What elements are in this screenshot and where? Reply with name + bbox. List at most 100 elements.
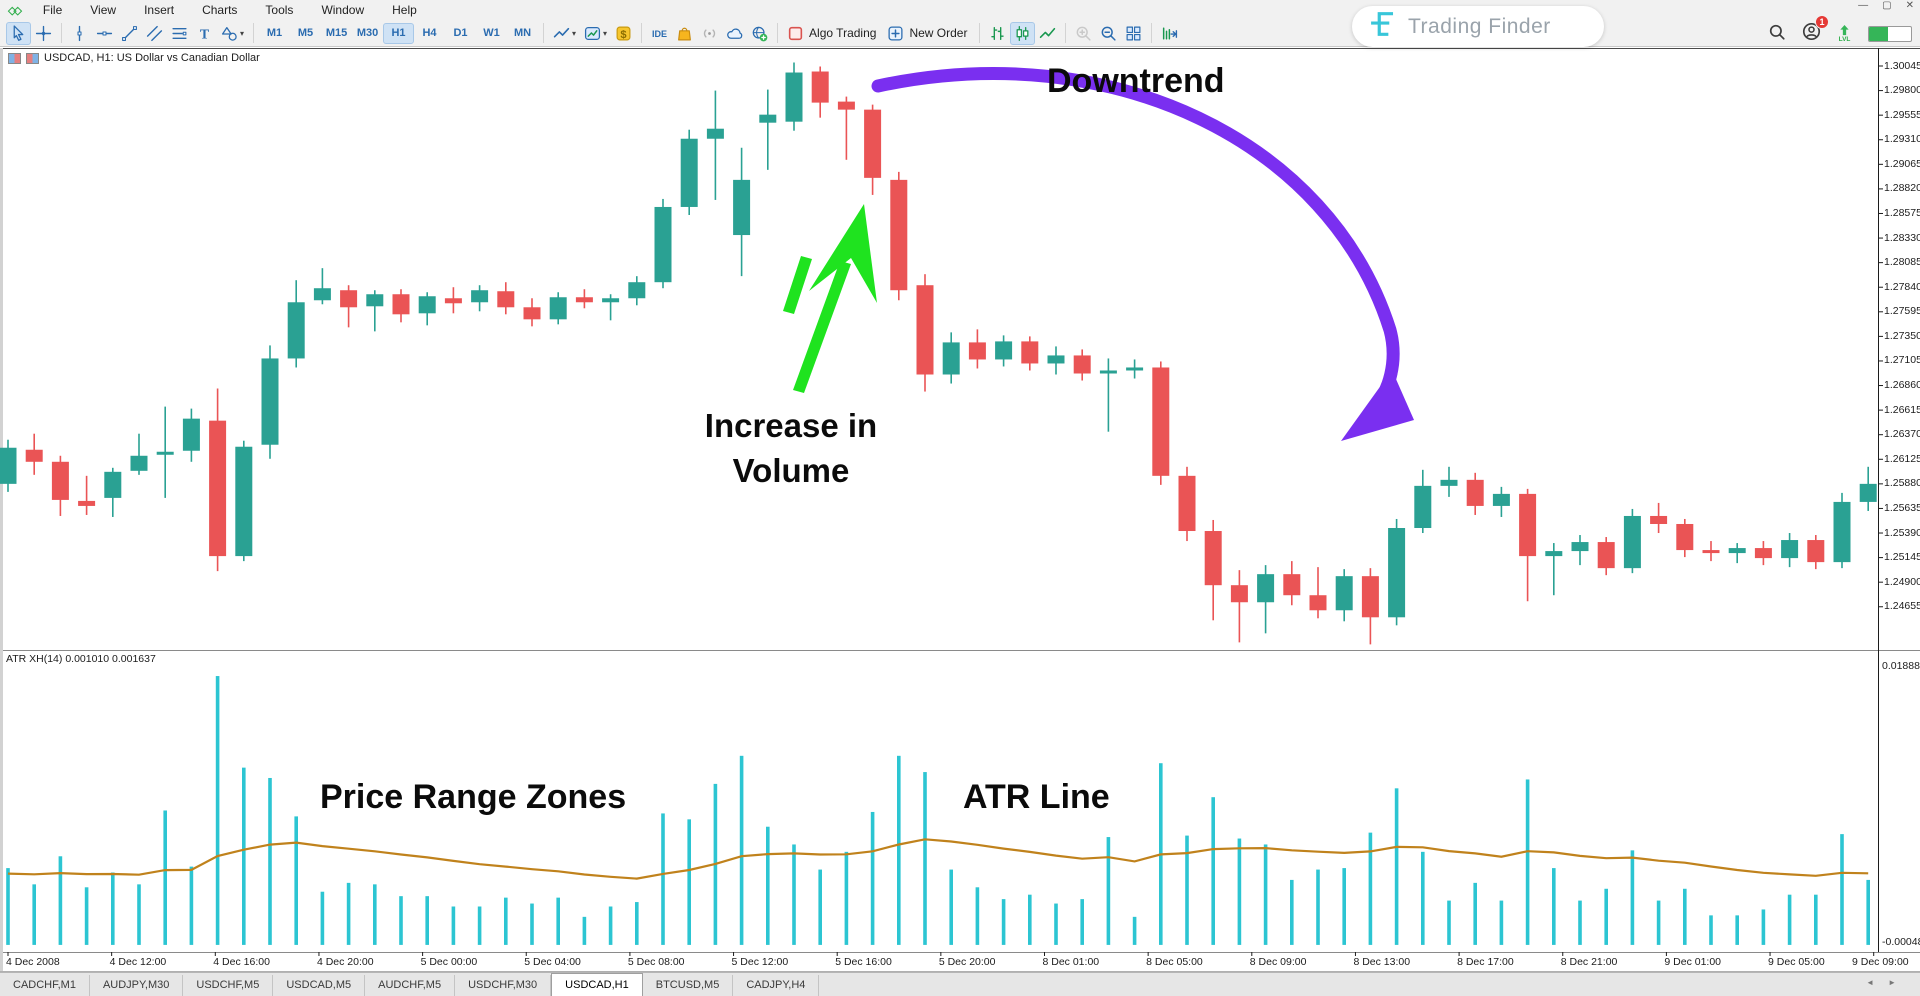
notification-badge: 1 — [1815, 15, 1829, 29]
ide-button[interactable]: IDE — [647, 22, 672, 45]
maximize-icon[interactable]: ▢ — [1882, 0, 1892, 11]
time-axis-label: 8 Dec 21:00 — [1560, 956, 1618, 968]
shapes-icon — [221, 26, 237, 41]
timeframe-m15[interactable]: M15 — [325, 27, 348, 39]
tile-windows-button[interactable] — [1121, 22, 1146, 45]
time-axis-label: 5 Dec 04:00 — [524, 956, 581, 968]
chart-tab-usdchf-m5[interactable]: USDCHF,M5 — [183, 975, 274, 996]
timeframe-h1[interactable]: H1 — [383, 22, 415, 44]
market-button[interactable] — [672, 22, 697, 45]
tab-scroll-arrows[interactable]: ◄► — [1866, 978, 1910, 987]
timeframe-m30[interactable]: M30 — [356, 27, 379, 39]
auto-shift-button[interactable] — [1157, 22, 1182, 45]
annotation-downtrend: Downtrend — [1047, 62, 1225, 100]
menu-item-window[interactable]: Window — [321, 3, 365, 17]
time-axis-label: 8 Dec 17:00 — [1457, 956, 1514, 968]
chart-template-button[interactable]: ▾ — [549, 22, 580, 45]
signals-button[interactable] — [697, 22, 722, 45]
price-axis-label: 1.29310 — [1884, 133, 1920, 146]
quotes-button[interactable]: $ — [611, 22, 636, 45]
pointer-button[interactable] — [6, 21, 31, 45]
horizontal-line-button[interactable] — [92, 22, 117, 45]
chart-tab-usdcad-h1[interactable]: USDCAD,H1 — [551, 973, 643, 996]
menu-item-insert[interactable]: Insert — [144, 3, 175, 17]
chart-tab-audchf-m5[interactable]: AUDCHF,M5 — [365, 975, 456, 996]
timeframe-h4[interactable]: H4 — [422, 27, 437, 39]
new-order-button[interactable]: New Order — [883, 22, 974, 45]
chart-tab-cadjpy-h4[interactable]: CADJPY,H4 — [733, 975, 820, 996]
market-icon — [678, 27, 691, 40]
fibonacci-button[interactable] — [167, 22, 192, 45]
price-axis-label: 1.27595 — [1884, 305, 1920, 318]
timeframe-m1[interactable]: M1 — [266, 27, 283, 39]
atr-scale-min: -0.000480 — [1882, 936, 1920, 948]
zoom-in-icon — [1077, 26, 1092, 41]
algo-trading-icon — [788, 26, 803, 40]
profile-icon[interactable]: 1 — [1802, 15, 1829, 46]
annotation-atr-line: ATR Line — [963, 778, 1110, 816]
search-icon[interactable] — [1768, 23, 1786, 46]
indicators-button[interactable]: ▾ — [580, 22, 611, 45]
atr-indicator-label: ATR XH(14) 0.001010 0.001637 — [6, 653, 156, 665]
timeframe-d1[interactable]: D1 — [453, 27, 468, 39]
bars-icon — [991, 26, 1005, 40]
timeframe-m5[interactable]: M5 — [297, 27, 314, 39]
menu-item-tools[interactable]: Tools — [265, 3, 294, 17]
price-axis-label: 1.29800 — [1884, 84, 1920, 97]
window-controls: — ▢ ✕ — [1858, 0, 1914, 11]
level-icon[interactable]: LVL — [1837, 24, 1852, 44]
battery-indicator — [1868, 26, 1912, 42]
price-axis-label: 1.30045 — [1884, 59, 1920, 72]
chart-tab-audjpy-m30[interactable]: AUDJPY,M30 — [90, 975, 184, 996]
menu-item-charts[interactable]: Charts — [202, 3, 238, 17]
equidistant-channel-button[interactable] — [142, 22, 167, 45]
crosshair-button[interactable] — [31, 22, 56, 45]
community-button[interactable] — [747, 22, 772, 45]
price-axis-label: 1.25145 — [1884, 551, 1920, 564]
app-icon: ◇◇ — [8, 4, 22, 17]
trendline-button[interactable] — [117, 22, 142, 45]
price-axis-label: 1.25390 — [1884, 526, 1920, 539]
svg-text:T: T — [200, 26, 209, 41]
trading-finder-logo: Trading Finder — [1352, 6, 1604, 47]
lvl-label: LVL — [1838, 35, 1851, 43]
vertical-line-button[interactable] — [67, 22, 92, 45]
text-button[interactable]: T — [192, 22, 217, 45]
chevron-down-icon: ▾ — [572, 28, 577, 38]
menu-item-view[interactable]: View — [90, 3, 117, 17]
bars-button[interactable] — [985, 22, 1010, 45]
candles-button[interactable] — [1010, 21, 1036, 45]
text-icon: T — [200, 26, 209, 41]
trading-finder-text: Trading Finder — [1408, 14, 1551, 38]
menu-item-help[interactable]: Help — [392, 3, 417, 17]
price-axis-label: 1.26860 — [1884, 379, 1920, 392]
chart-tab-btcusd-m5[interactable]: BTCUSD,M5 — [643, 975, 734, 996]
atr-range-bars — [6, 676, 1870, 945]
candles-icon — [1017, 25, 1029, 41]
time-axis-label: 9 Dec 01:00 — [1664, 956, 1722, 968]
menu-item-file[interactable]: File — [42, 3, 63, 17]
downtrend-arrow — [871, 67, 1414, 441]
candlestick-series — [0, 62, 1877, 645]
chart-tab-usdchf-m30[interactable]: USDCHF,M30 — [455, 975, 552, 996]
line-mode-button[interactable] — [1035, 22, 1060, 45]
zoom-out-button[interactable] — [1096, 22, 1121, 45]
cloud-button[interactable] — [722, 22, 747, 45]
chevron-down-icon: ▾ — [240, 28, 245, 38]
algo-trading-button[interactable]: Algo Trading — [783, 22, 883, 45]
timeframe-w1[interactable]: W1 — [483, 27, 500, 39]
time-axis-label: 8 Dec 09:00 — [1249, 956, 1307, 968]
chart-tab-cadchf-m1[interactable]: CADCHF,M1 — [0, 975, 90, 996]
minimize-icon[interactable]: — — [1858, 0, 1869, 11]
community-icon — [752, 26, 768, 41]
close-icon[interactable]: ✕ — [1905, 0, 1914, 11]
shapes-button[interactable]: ▾ — [217, 22, 248, 45]
chart-tab-usdcad-m5[interactable]: USDCAD,M5 — [273, 975, 366, 996]
trading-finder-glyph-icon — [1368, 9, 1398, 44]
price-axis-label: 1.24655 — [1884, 600, 1920, 613]
timeframe-mn[interactable]: MN — [513, 27, 532, 39]
zoom-in-button[interactable] — [1071, 22, 1096, 45]
annotation-increase-volume: Increase in Volume — [704, 407, 878, 489]
